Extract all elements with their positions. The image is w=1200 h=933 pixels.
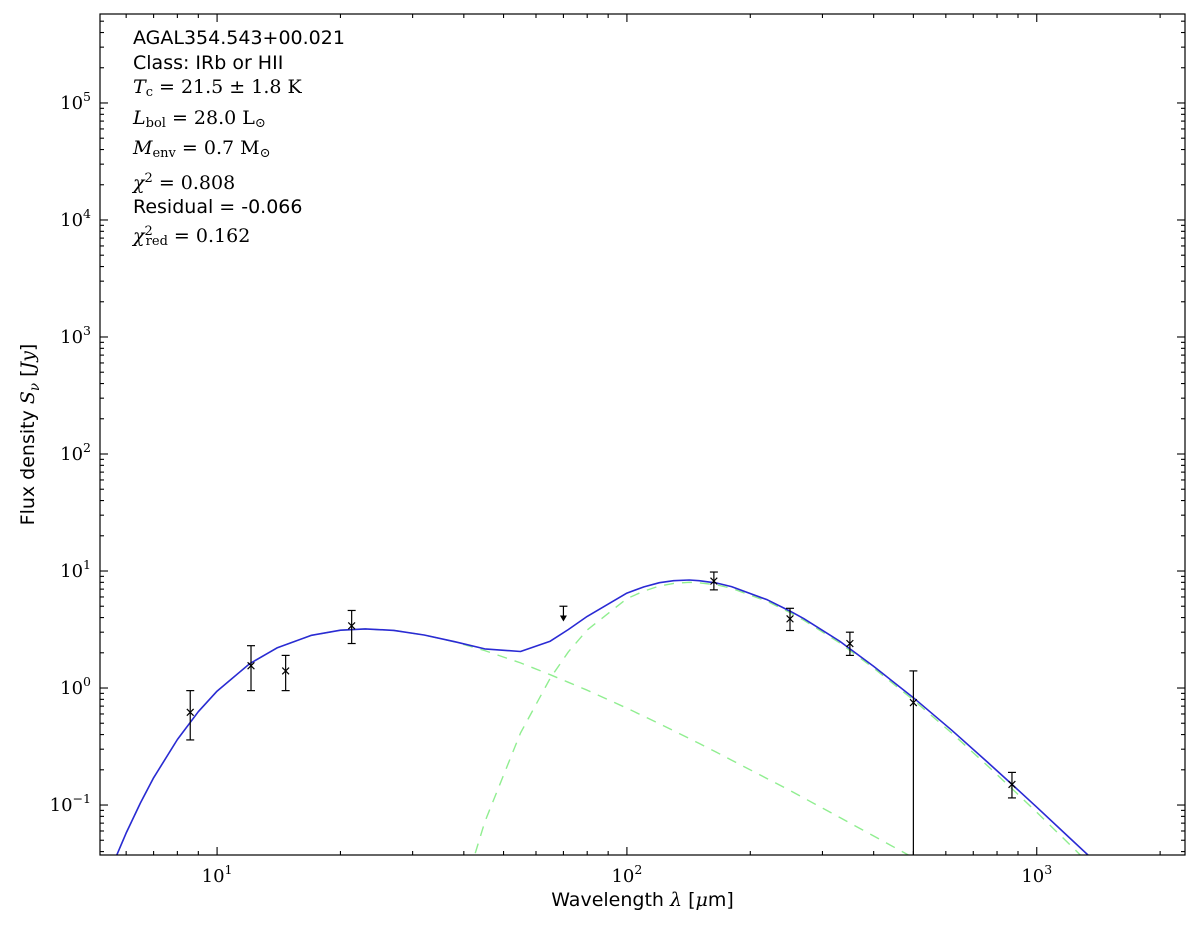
- y-tick-label: 104: [60, 206, 91, 231]
- component-curve-warm: [116, 628, 910, 855]
- data-point-marker: [347, 622, 356, 630]
- y-tick-label: 10−1: [50, 791, 91, 816]
- data-point-marker: [1008, 780, 1016, 789]
- annotation-line: AGAL354.543+00.021: [133, 26, 345, 51]
- y-tick-label: 105: [60, 89, 91, 114]
- annotation-line: Lbol = 28.0 L⊙: [133, 106, 345, 137]
- annotation-segment: = 21.5 ± 1.8 K: [152, 76, 302, 98]
- y-tick-label: 103: [60, 323, 91, 348]
- data-point-marker: [247, 661, 255, 670]
- fit-parameters-annotation: AGAL354.543+00.021 Class: IRb or HII Tc = …: [133, 26, 345, 254]
- annotation-segment: Residual = -0.066: [133, 196, 303, 218]
- total-model-curve: [115, 579, 1090, 855]
- y-axis-label: Flux density Sν [Jy]: [17, 344, 43, 526]
- annotation-segment: = 0.162: [167, 224, 251, 247]
- annotation-segment: T: [133, 76, 146, 98]
- annotation-line: Menv = 0.7 M⊙: [133, 136, 345, 167]
- annotation-segment: red: [145, 233, 168, 249]
- annotation-segment: ⊙: [259, 146, 271, 161]
- annotation-segment: 2: [144, 170, 153, 186]
- data-point-marker: [186, 708, 195, 717]
- x-tick-label: 101: [202, 862, 233, 887]
- data-point-marker: [710, 577, 718, 585]
- annotation-line: Class: IRb or HII: [133, 51, 345, 76]
- annotation-segment: = 0.7 M: [175, 137, 260, 159]
- upper-limit-arrowhead: [559, 615, 567, 622]
- annotation-line: χ2 = 0.808: [133, 167, 345, 196]
- y-tick-label: 100: [60, 674, 91, 699]
- annotation-segment: Class: IRb or HII: [133, 51, 284, 74]
- axis-ticks: [100, 14, 1185, 855]
- annotation-segment: = 0.808: [152, 171, 236, 194]
- data-points: [186, 571, 1016, 855]
- annotation-segment: = 28.0 L: [165, 106, 255, 129]
- y-tick-label: 102: [60, 440, 91, 465]
- y-tick-label: 101: [60, 557, 91, 582]
- annotation-segment: c: [145, 85, 153, 100]
- annotation-segment: χ: [133, 224, 145, 247]
- annotation-segment: M: [133, 137, 153, 159]
- plot-frame: [99, 13, 1186, 856]
- data-point-marker: [909, 698, 918, 707]
- annotation-segment: χ: [133, 171, 145, 194]
- annotation-segment: ⊙: [254, 115, 266, 131]
- data-point-marker: [786, 615, 794, 623]
- x-tick-label: 102: [611, 862, 642, 887]
- data-point-marker: [846, 639, 854, 648]
- annotation-segment: bol: [145, 115, 166, 131]
- annotation-segment: AGAL354.543+00.021: [133, 27, 345, 49]
- annotation-segment: env: [152, 146, 176, 161]
- data-point-marker: [281, 667, 290, 675]
- annotation-segment: 2: [144, 223, 153, 239]
- annotation-line: Tc = 21.5 ± 1.8 K: [133, 75, 345, 106]
- annotation-line: Residual = -0.066: [133, 195, 345, 220]
- model-curves: [115, 579, 1090, 855]
- annotation-line: χ2red = 0.162: [133, 220, 345, 255]
- x-tick-label: 103: [1021, 862, 1052, 887]
- x-axis-label: Wavelength λ [μm]: [551, 889, 734, 911]
- annotation-segment: L: [133, 106, 146, 129]
- component-curve-cold: [473, 581, 1082, 855]
